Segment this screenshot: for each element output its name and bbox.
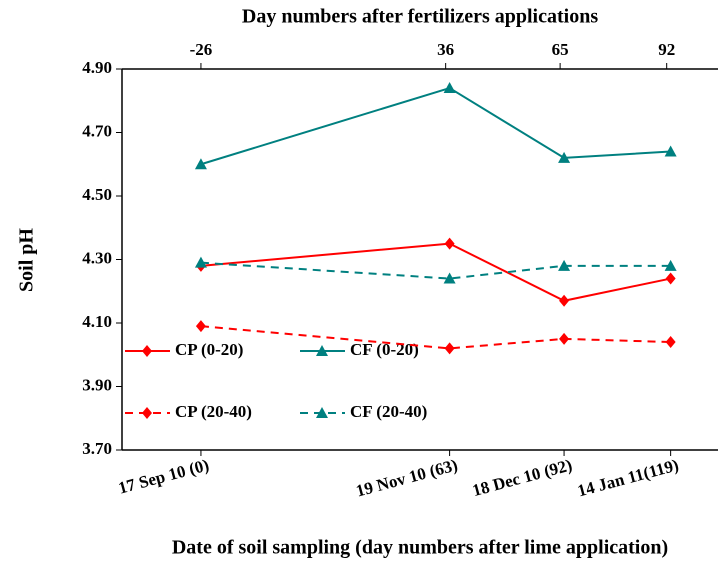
y-axis-title: Soil pH <box>16 228 38 292</box>
y-tick-label: 4.10 <box>82 312 112 331</box>
series-line <box>200 242 671 302</box>
y-tick-label: 4.30 <box>82 248 112 267</box>
point <box>443 272 456 284</box>
point <box>665 272 676 285</box>
x-tick-label: 14 Jan 11(119) <box>575 455 680 500</box>
x-tick-label: 19 Nov 10 (63) <box>354 455 460 500</box>
point <box>194 256 207 268</box>
legend-marker <box>142 345 152 357</box>
y-tick-label: 4.70 <box>82 121 112 140</box>
y-tick-label: 4.90 <box>82 58 112 77</box>
y-tick-label: 3.90 <box>82 375 112 394</box>
point <box>559 294 570 307</box>
legend-marker <box>316 407 328 418</box>
point <box>443 82 456 94</box>
point <box>664 145 677 157</box>
point <box>664 259 677 271</box>
legend-label: CF (20-40) <box>350 402 427 421</box>
x2-axis-title: Day numbers after fertilizers applicatio… <box>242 6 598 28</box>
legend-label: CP (20-40) <box>175 402 252 421</box>
x-axis-title: Date of soil sampling (day numbers after… <box>172 537 668 559</box>
x-tick-label: 18 Dec 10 (92) <box>470 455 574 500</box>
point <box>194 158 207 170</box>
y-tick-label: 3.70 <box>82 439 112 458</box>
point <box>559 332 570 345</box>
x2-tick-label: 92 <box>658 40 675 59</box>
y-tick-label: 4.50 <box>82 185 112 204</box>
x2-tick-label: -26 <box>190 40 213 59</box>
x-tick-label: 17 Sep 10 (0) <box>116 455 211 497</box>
point <box>665 336 676 349</box>
legend-marker <box>142 407 152 419</box>
legend-marker <box>316 345 328 356</box>
legend-label: CP (0-20) <box>175 340 243 359</box>
x2-tick-label: 36 <box>437 40 454 59</box>
point <box>444 342 455 355</box>
point <box>558 259 571 271</box>
x2-tick-label: 65 <box>552 40 569 59</box>
series-line <box>200 86 671 166</box>
point <box>195 320 206 333</box>
series-line <box>200 261 671 280</box>
point <box>558 151 571 163</box>
series-line <box>200 325 671 350</box>
point <box>444 237 455 250</box>
